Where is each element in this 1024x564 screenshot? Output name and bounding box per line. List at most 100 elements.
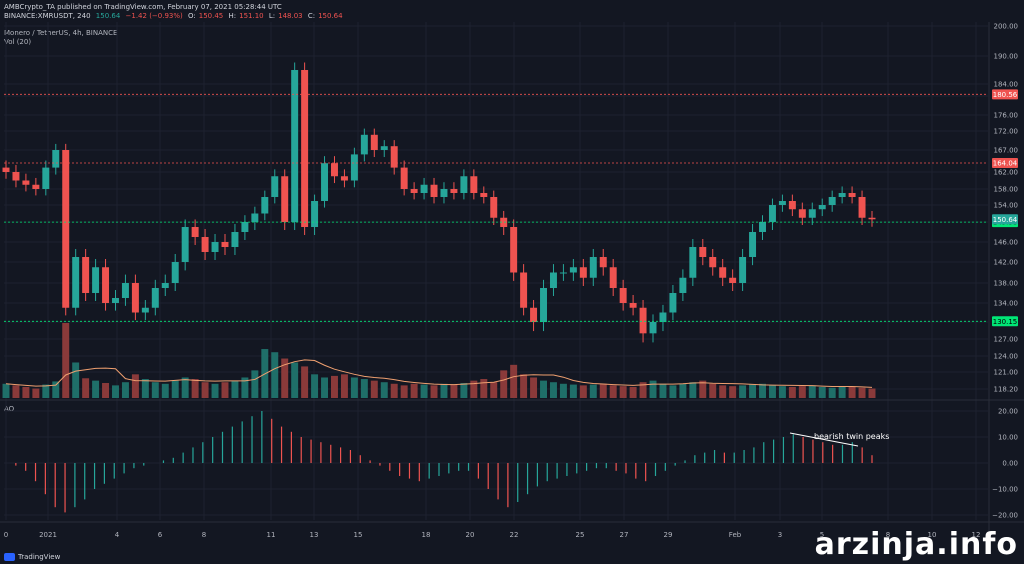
candle-body	[12, 172, 20, 181]
volume-bar	[609, 385, 617, 398]
candle-body	[52, 150, 60, 168]
volume-bar	[410, 383, 418, 398]
volume-bar	[619, 386, 627, 398]
volume-bar	[12, 385, 20, 398]
volume-legend[interactable]: Vol (20)	[4, 38, 32, 46]
ao-tick-label: 0.00	[1002, 460, 1018, 468]
candle-body	[131, 283, 139, 313]
main-legend[interactable]: Monero / TetherUS, 4h, BINANCE	[4, 29, 118, 37]
candle-body	[400, 167, 408, 189]
volume-bar	[649, 380, 657, 398]
ao-legend[interactable]: AO	[4, 405, 15, 413]
candle-body	[241, 222, 249, 232]
candle-body	[271, 176, 279, 197]
candle-body	[798, 209, 806, 218]
candle-body	[828, 197, 836, 205]
time-tick-label: 2021	[39, 531, 57, 539]
volume-bar	[689, 382, 697, 398]
ao-annotation: bearish twin peaks	[814, 432, 889, 441]
volume-bar	[858, 387, 866, 398]
candle-body	[689, 247, 697, 278]
volume-ma-line	[5, 359, 873, 388]
volume-bar	[828, 387, 836, 398]
level-label: 130.15	[993, 318, 1018, 326]
volume-bar	[490, 382, 498, 398]
candle-body	[42, 167, 50, 189]
volume-bar	[460, 383, 468, 398]
candle-body	[72, 257, 80, 308]
candle-body	[679, 277, 687, 293]
volume-bar	[808, 385, 816, 398]
volume-bar	[589, 384, 597, 398]
price-tick-label: 142.00	[994, 259, 1019, 267]
volume-bar	[301, 366, 309, 398]
time-tick-label: 20	[466, 531, 475, 539]
candle-body	[121, 283, 129, 298]
candle-body	[151, 288, 159, 308]
time-tick-label: 25	[576, 531, 585, 539]
time-tick-label: 6	[158, 531, 163, 539]
candle-body	[62, 150, 70, 308]
volume-bar	[639, 382, 647, 398]
candle-body	[739, 257, 747, 283]
volume-bar	[42, 384, 50, 398]
volume-bar	[559, 383, 567, 398]
candle-body	[709, 257, 717, 268]
volume-bar	[321, 377, 329, 398]
time-tick-label: 27	[620, 531, 629, 539]
candle-body	[251, 213, 259, 222]
candle-body	[719, 267, 727, 278]
volume-bar	[241, 377, 249, 398]
candle-body	[549, 272, 557, 288]
volume-bar	[420, 384, 428, 398]
candle-body	[540, 288, 548, 322]
publish-info: AMBCrypto_TA published on TradingView.co…	[4, 3, 282, 11]
candle-body	[420, 184, 428, 193]
level-badge	[992, 89, 1018, 100]
open-value: 150.45	[198, 12, 224, 20]
volume-bar	[271, 352, 279, 398]
volume-bar	[768, 385, 776, 398]
volume-bar	[540, 380, 548, 398]
candle-body	[749, 232, 757, 257]
price-tick-label: 134.00	[994, 300, 1019, 308]
candle-body	[450, 189, 458, 193]
candle-body	[380, 146, 388, 150]
volume-bar	[520, 374, 528, 398]
volume-bar	[211, 383, 219, 398]
candle-body	[510, 227, 518, 273]
candle-body	[838, 193, 846, 197]
volume-bar	[549, 382, 557, 398]
time-tick-label: 8	[886, 531, 890, 539]
candle-body	[569, 267, 577, 273]
candle-body	[261, 197, 269, 214]
tradingview-logo[interactable]: TradingView	[4, 553, 60, 561]
candle-body	[629, 303, 637, 308]
ao-tick-label: 10.00	[998, 434, 1018, 442]
trend-annotation-line	[789, 432, 859, 447]
candle-body	[410, 189, 418, 193]
candle-body	[2, 167, 10, 172]
volume-bar	[659, 383, 667, 398]
candle-body	[639, 307, 647, 334]
last-price-label: 150.64	[993, 216, 1018, 224]
volume-bar	[709, 383, 717, 398]
candle-body	[301, 70, 309, 227]
price-tick-label: 184.00	[994, 81, 1019, 89]
price-tick-label: 190.00	[994, 53, 1019, 61]
volume-bar	[350, 377, 358, 398]
price-tick-label: 200.00	[994, 23, 1019, 31]
price-tick-label: 172.00	[994, 128, 1019, 136]
volume-bar	[699, 380, 707, 398]
volume-bar	[171, 380, 179, 398]
volume-bar	[579, 385, 587, 398]
candle-body	[440, 189, 448, 197]
volume-bar	[669, 385, 677, 398]
time-tick-label: 0	[4, 531, 8, 539]
candle-body	[460, 176, 468, 193]
volume-bar	[370, 380, 378, 398]
volume-bar	[72, 362, 80, 398]
candle-body	[171, 262, 179, 283]
volume-bar	[121, 382, 129, 398]
